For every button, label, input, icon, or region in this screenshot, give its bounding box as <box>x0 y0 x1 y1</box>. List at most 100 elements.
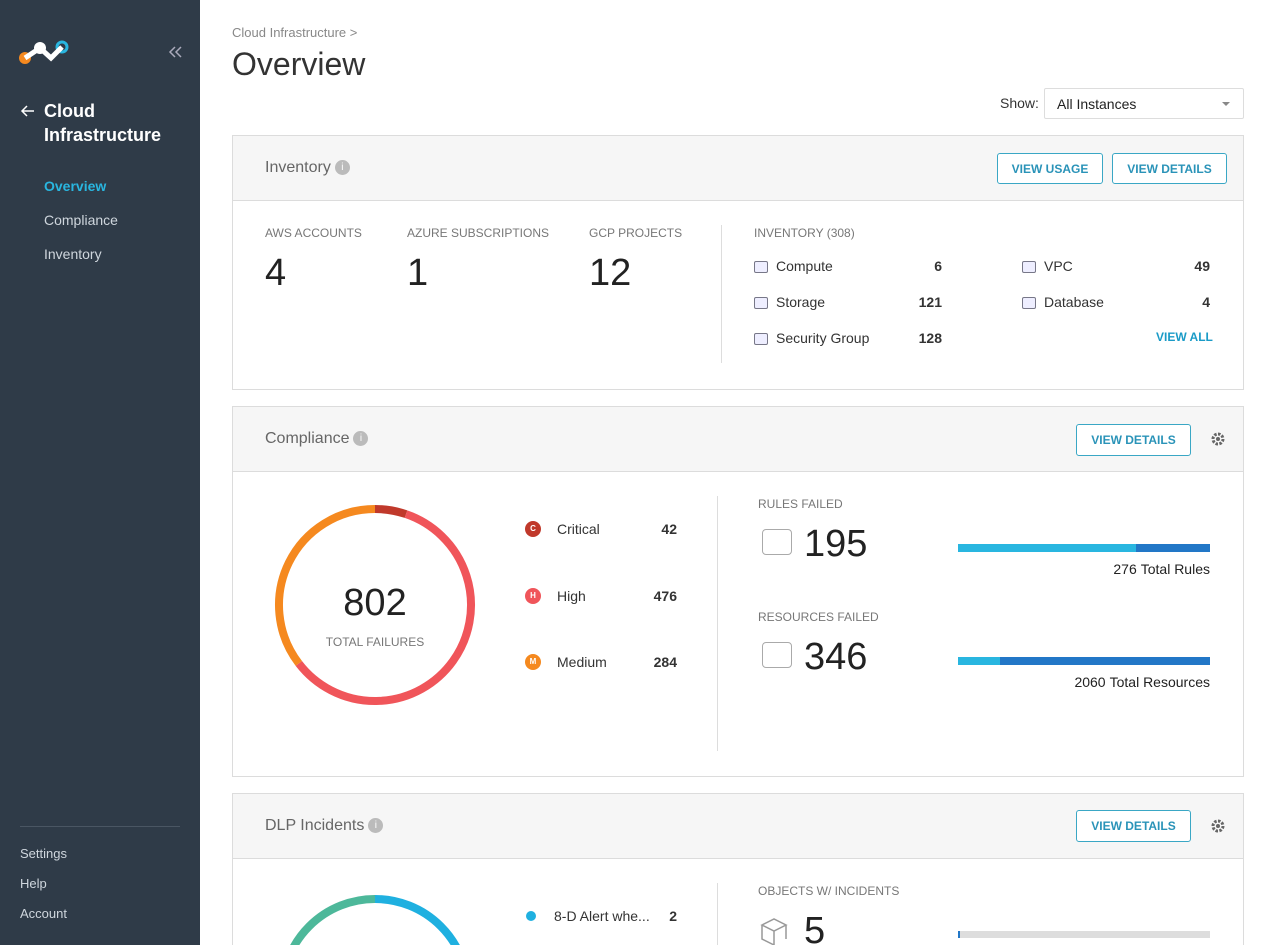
total-text: Total Resources <box>1109 674 1210 690</box>
item-icon <box>754 261 768 273</box>
item-icon <box>754 297 768 309</box>
count-label: AZURE SUBSCRIPTIONS <box>407 226 550 240</box>
stat-icon <box>762 642 792 668</box>
stat-value: 195 <box>804 523 868 565</box>
count-label: GCP PROJECTS <box>589 226 683 240</box>
logo <box>19 40 69 64</box>
item-name: 8-D Alert whe... <box>554 908 650 924</box>
divider <box>721 225 722 363</box>
item-name: VPC <box>1044 258 1073 274</box>
info-icon[interactable]: i <box>334 160 350 176</box>
button[interactable]: VIEW USAGE <box>997 153 1103 184</box>
nav-item[interactable]: Compliance <box>44 212 118 228</box>
severity-name: High <box>557 587 586 604</box>
card-header <box>233 794 1243 859</box>
title-text: DLP Incidents <box>265 817 365 834</box>
item-icon <box>754 333 768 345</box>
breadcrumb[interactable]: Cloud Infrastructure > <box>232 25 358 40</box>
severity-value: 42 <box>661 521 677 537</box>
section-label: OBJECTS W/ INCIDENTS <box>758 884 900 898</box>
total-text: Total Rules <box>1140 561 1210 577</box>
settings-icon[interactable] <box>1210 431 1226 447</box>
footer-link[interactable]: Settings <box>20 846 67 861</box>
item-value: 128 <box>918 330 942 346</box>
count-value: 12 <box>589 252 632 294</box>
severity-badge: H <box>525 587 541 604</box>
button[interactable]: VIEW DETAILS <box>1112 153 1227 184</box>
progress-total <box>958 657 1210 665</box>
stat-total: 2060 Total Resources <box>958 674 1210 690</box>
total-number: 276 <box>1113 561 1137 577</box>
view-all-link[interactable]: VIEW ALL <box>1156 330 1213 344</box>
donut-chart <box>275 505 475 705</box>
item-value: 6 <box>934 258 942 274</box>
nav-item[interactable]: Inventory <box>44 246 102 262</box>
legend-dot <box>526 911 536 921</box>
stat-value: 346 <box>804 636 868 678</box>
item-name: Security Group <box>776 330 870 346</box>
title-text: Inventory <box>265 159 331 176</box>
count-label: AWS ACCOUNTS <box>265 226 362 240</box>
title-text: Compliance <box>265 430 350 447</box>
stat-label: RULES FAILED <box>758 497 843 511</box>
stat-label: RESOURCES FAILED <box>758 610 879 624</box>
severity-name: Medium <box>557 654 607 670</box>
donut-segment <box>295 510 475 705</box>
item-value: 2 <box>669 908 677 924</box>
count-value: 1 <box>407 252 429 294</box>
select-value: All Instances <box>1057 96 1137 112</box>
page-title: Overview <box>232 46 366 82</box>
item-name: Compute <box>776 258 833 274</box>
nav-item[interactable]: Overview <box>44 178 107 194</box>
item-icon <box>1022 297 1036 309</box>
divider <box>717 496 718 751</box>
count-value: 4 <box>265 252 287 294</box>
settings-icon[interactable] <box>1210 818 1226 834</box>
footer-link[interactable]: Help <box>20 876 47 891</box>
objects-value: 5 <box>804 910 826 945</box>
button[interactable]: VIEW DETAILS <box>1076 424 1191 456</box>
show-label: Show: <box>1000 95 1039 111</box>
card-header <box>233 407 1243 472</box>
item-value: 4 <box>1202 294 1210 310</box>
caret <box>1222 102 1230 106</box>
dlp-donut <box>290 895 460 945</box>
collapse-icon[interactable] <box>168 45 184 59</box>
instance-select[interactable]: All Instances <box>1044 88 1244 119</box>
item-icon <box>1022 261 1036 273</box>
back-icon[interactable] <box>20 104 36 118</box>
stat-icon <box>762 529 792 555</box>
donut-segment <box>374 505 408 518</box>
button[interactable]: VIEW DETAILS <box>1076 810 1191 842</box>
item-value: 49 <box>1194 258 1210 274</box>
progress-value <box>958 544 1137 552</box>
progress-tick <box>958 931 960 938</box>
objects-icon <box>760 918 788 945</box>
divider <box>717 883 718 945</box>
card-title: Inventory i <box>265 159 350 177</box>
progress-track <box>958 931 1210 938</box>
info-icon[interactable]: i <box>353 431 369 447</box>
severity-badge: M <box>525 654 541 670</box>
item-name: Storage <box>776 294 826 310</box>
section-label: INVENTORY (308) <box>754 226 855 240</box>
footer-link[interactable]: Account <box>20 906 67 921</box>
total-value: 802 <box>343 582 407 624</box>
info-icon[interactable]: i <box>368 818 384 834</box>
card-title: Compliance i <box>265 430 369 448</box>
back-label[interactable]: Infrastructure <box>44 125 162 145</box>
sidebar: Cloud Infrastructure Overview Compliance… <box>0 0 200 945</box>
stat-total: 276 Total Rules <box>958 561 1210 577</box>
item-name: Database <box>1044 294 1104 310</box>
card-title: DLP Incidents i <box>265 817 384 835</box>
donut-segment <box>275 505 376 666</box>
progress-value <box>958 657 1001 665</box>
severity-name: Critical <box>557 521 600 537</box>
severity-value: 284 <box>653 654 677 670</box>
total-label: TOTAL FAILURES <box>325 635 425 649</box>
item-value: 121 <box>918 294 942 310</box>
back-label[interactable]: Cloud <box>44 101 95 121</box>
total-number: 2060 <box>1074 674 1106 690</box>
divider <box>20 826 180 827</box>
